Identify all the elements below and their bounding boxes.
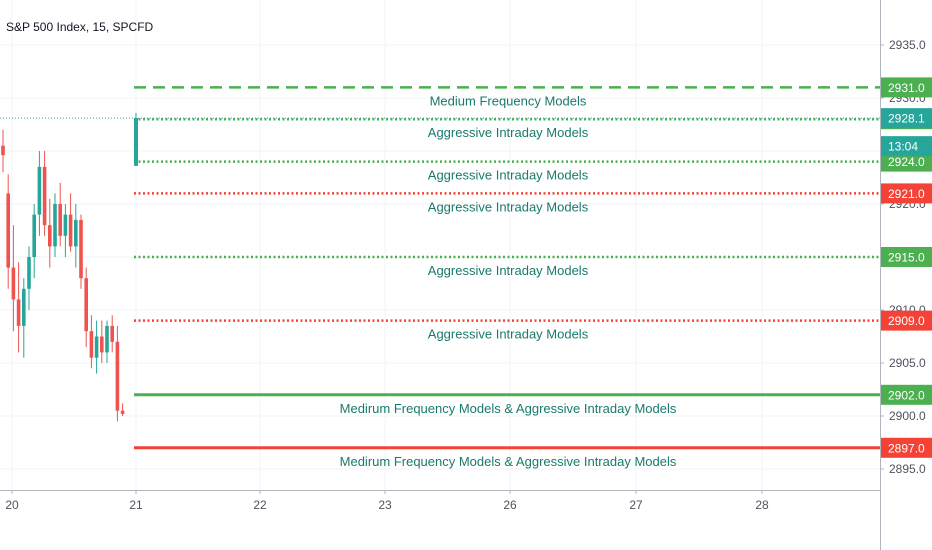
candle [89, 331, 94, 358]
level-price-label-box [881, 183, 932, 204]
x-tick-label: 27 [629, 498, 643, 512]
level-price-label: 2931.0 [888, 81, 925, 95]
candle [48, 225, 52, 247]
level-price-label: 2924.0 [888, 155, 925, 169]
current-price-label: 2928.1 [888, 112, 925, 126]
y-tick-label: 2905.0 [889, 356, 926, 370]
candle [74, 219, 78, 247]
x-tick-label: 28 [755, 498, 769, 512]
candle [84, 278, 88, 332]
y-tick-label: 2900.0 [889, 409, 926, 423]
candle [37, 166, 42, 215]
candle [115, 341, 120, 411]
candle [63, 214, 68, 236]
level-annotation: Medium Frequency Models [430, 93, 587, 108]
level-price-label: 2921.0 [888, 187, 925, 201]
level-annotation: Medirum Frequency Models & Aggressive In… [340, 401, 677, 416]
candle [11, 267, 16, 300]
level-price-label-box [881, 247, 932, 267]
y-tick-label: 2895.0 [889, 462, 926, 476]
level-price-label: 2915.0 [888, 251, 925, 265]
level-price-label-box [881, 310, 932, 331]
level-annotation: Aggressive Intraday Models [428, 263, 589, 278]
chart-title: S&P 500 Index, 15, SPCFD [6, 20, 154, 34]
candle [68, 214, 73, 247]
level-price-label-box [881, 384, 932, 405]
level-price-label: 2902.0 [888, 388, 925, 402]
level-price-label-box [881, 77, 932, 98]
candle [6, 193, 10, 268]
candle [42, 166, 47, 226]
level-annotation: Aggressive Intraday Models [428, 125, 589, 140]
candle [32, 214, 36, 257]
candle [105, 325, 109, 353]
bar-countdown-label-box [881, 136, 932, 157]
candle [58, 204, 62, 236]
level-annotation: Aggressive Intraday Models [428, 327, 589, 342]
x-tick-label: 22 [253, 498, 267, 512]
candle [22, 288, 26, 326]
candle [16, 299, 21, 326]
candle [79, 219, 83, 279]
candle [1, 145, 5, 156]
candle [53, 204, 57, 247]
level-price-label: 2897.0 [888, 441, 925, 455]
level-annotation: Aggressive Intraday Models [428, 199, 589, 214]
level-price-label-box [881, 437, 932, 458]
candle [94, 336, 99, 358]
candle [110, 325, 114, 342]
x-tick-label: 20 [5, 498, 19, 512]
current-candle [134, 118, 138, 166]
candle [120, 410, 125, 414]
candle [100, 336, 104, 353]
y-tick-label: 2935.0 [889, 38, 926, 52]
level-price-label-box [881, 151, 932, 172]
x-tick-label: 21 [129, 498, 143, 512]
current-price-label-box [881, 108, 932, 129]
bar-countdown-label: 13:04 [888, 140, 918, 154]
level-annotation: Medirum Frequency Models & Aggressive In… [340, 454, 677, 469]
x-tick-label: 26 [503, 498, 517, 512]
level-annotation: Aggressive Intraday Models [428, 168, 589, 183]
candle [27, 257, 31, 289]
x-tick-label: 23 [378, 498, 392, 512]
level-price-label: 2909.0 [888, 314, 925, 328]
